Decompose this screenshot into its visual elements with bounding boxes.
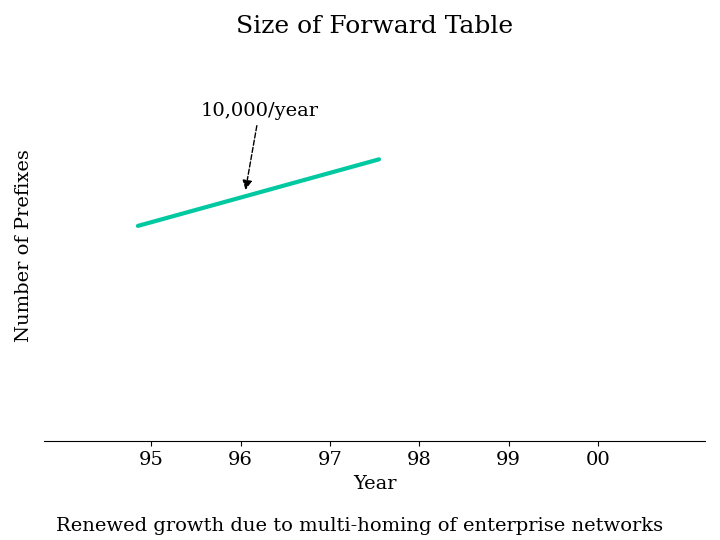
- Text: Renewed growth due to multi-homing of enterprise networks: Renewed growth due to multi-homing of en…: [56, 517, 664, 535]
- X-axis label: Year: Year: [353, 475, 396, 492]
- Y-axis label: Number of Prefixes: Number of Prefixes: [15, 149, 33, 342]
- Text: 10,000/year: 10,000/year: [200, 102, 318, 188]
- Title: Size of Forward Table: Size of Forward Table: [236, 15, 513, 38]
